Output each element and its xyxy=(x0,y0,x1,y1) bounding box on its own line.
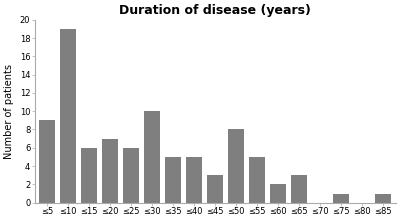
Bar xyxy=(207,175,223,203)
Bar xyxy=(144,111,160,203)
Y-axis label: Number of patients: Number of patients xyxy=(4,64,14,159)
Bar xyxy=(39,120,55,203)
Bar xyxy=(102,139,118,203)
Bar xyxy=(333,194,349,203)
Bar xyxy=(60,29,76,203)
Bar xyxy=(291,175,307,203)
Bar xyxy=(81,148,97,203)
Bar xyxy=(228,130,244,203)
Bar xyxy=(270,184,286,203)
Bar xyxy=(186,157,202,203)
Bar xyxy=(375,194,391,203)
Title: Duration of disease (years): Duration of disease (years) xyxy=(119,4,311,17)
Bar xyxy=(123,148,139,203)
Bar xyxy=(249,157,265,203)
Bar xyxy=(165,157,181,203)
